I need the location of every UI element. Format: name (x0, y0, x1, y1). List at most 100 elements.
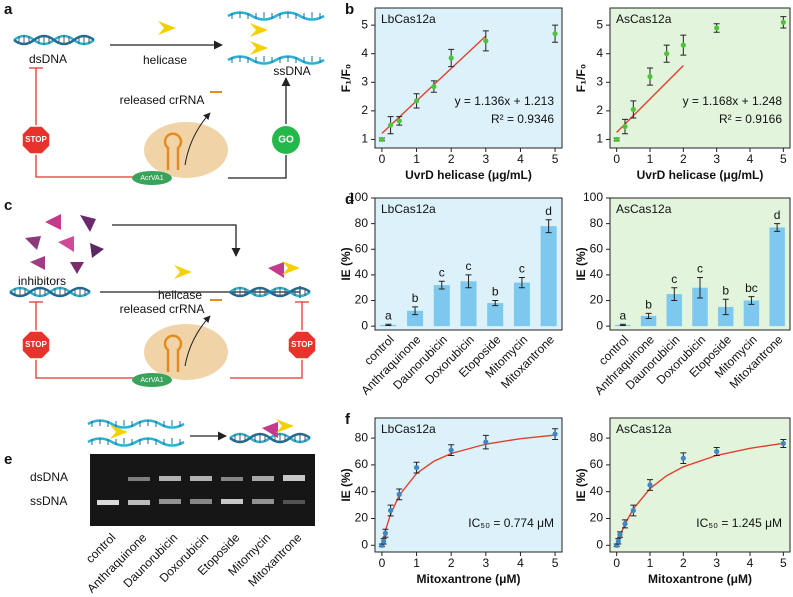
cell (142, 322, 230, 382)
x-tick-label: 0 (379, 556, 386, 570)
bar (666, 294, 682, 327)
y-tick-label: 2 (596, 103, 603, 117)
group-letter: a (620, 308, 627, 322)
gel (90, 454, 315, 526)
point (622, 123, 628, 130)
ssdna-icon (86, 436, 186, 447)
point (614, 136, 620, 143)
bar (407, 310, 424, 327)
x-axis-label: UvrD helicase (μg/mL) (637, 168, 764, 182)
x-tick-label: 2 (448, 556, 455, 570)
error-bar (748, 296, 755, 305)
chart-title: LbCas12a (381, 202, 436, 216)
x-tick-label: 4 (747, 556, 754, 570)
group-letter: c (439, 265, 445, 279)
point (630, 106, 636, 113)
x-tick-label: 1 (647, 152, 654, 166)
ssdna-icon (226, 10, 326, 21)
y-tick-label: 5 (596, 17, 603, 31)
x-tick-label: 2 (680, 556, 687, 570)
y-tick-label: 1 (361, 132, 368, 146)
helicase-icon (250, 23, 268, 37)
chart-title: AsCas12a (616, 422, 672, 436)
bar (460, 281, 477, 327)
y-tick-label: 80 (590, 430, 604, 444)
label: helicase (158, 288, 202, 302)
label: inhibitors (18, 274, 66, 288)
dsdna-icon (228, 431, 312, 445)
chart: AsCas12a IE (%) 0 20 40 60 80 0 1 2 3 4 5 Mitoxantron… (574, 417, 791, 586)
x-tick-label: 5 (780, 556, 787, 570)
error-bar (774, 223, 781, 232)
y-axis-label: F₁/F₀ (339, 64, 353, 92)
bar (718, 306, 734, 327)
annotation: IC₅₀ = 1.245 μM (696, 516, 782, 530)
acrva1-label: AcrVA1 (140, 377, 163, 384)
acrva1 (132, 171, 172, 185)
bar (692, 287, 708, 327)
error-bar (545, 219, 552, 234)
y-tick-label: 40 (590, 484, 604, 498)
error-bar (518, 276, 525, 289)
y-tick-label: 20 (590, 293, 604, 307)
y-tick-label: 60 (590, 457, 604, 471)
annotation: y = 1.168x + 1.248 (683, 94, 783, 108)
error-bar (645, 312, 652, 319)
annotation: R² = 0.9166 (719, 112, 782, 126)
group-letter: d (545, 204, 552, 218)
group-letter: b (645, 298, 652, 312)
panel-a: a dsDNA helicase ssDNA STOP released crR… (4, 1, 326, 185)
error-bar (412, 306, 419, 316)
group-letter: c (697, 262, 703, 276)
error-bar (385, 323, 392, 327)
point (413, 464, 420, 471)
bar (743, 300, 760, 327)
y-tick-label: 80 (355, 430, 369, 444)
x-tick-label: 2 (680, 152, 687, 166)
point (448, 55, 454, 61)
point (647, 73, 653, 80)
acrva1-label: AcrVA1 (140, 175, 163, 182)
gel-bands (97, 475, 305, 505)
y-tick-label: 100 (348, 190, 368, 204)
label: released crRNA (120, 93, 205, 107)
x-axis-label: UvrD helicase (μg/mL) (405, 168, 532, 182)
point (714, 448, 720, 455)
point (714, 25, 720, 31)
helicase-icon (276, 419, 294, 433)
go-text: GO (278, 135, 294, 146)
point (780, 440, 786, 447)
group-letter: d (774, 208, 781, 222)
point (680, 455, 686, 461)
acrva1 (132, 373, 172, 387)
y-tick-label: 0 (596, 318, 603, 332)
bar (513, 282, 530, 327)
point (780, 19, 786, 25)
error-bar (465, 274, 472, 289)
x-tick-label: 3 (713, 152, 720, 166)
group-letter: c (466, 259, 472, 273)
x-tick-label: 4 (517, 556, 524, 570)
x-axis-label: Mitoxantrone (μM) (417, 572, 521, 586)
dsdna-icon (8, 285, 92, 299)
y-tick-label: 100 (583, 190, 603, 204)
x-tick-label: 5 (780, 152, 787, 166)
bar (487, 303, 504, 327)
helicase-icon (174, 265, 192, 279)
y-axis-label: IE (%) (574, 247, 588, 280)
activate-line (228, 78, 286, 179)
point (630, 507, 636, 514)
point (381, 538, 387, 544)
error-bar (671, 287, 678, 302)
error-bar (438, 280, 445, 290)
y-tick-label: 40 (590, 267, 604, 281)
group-letter: b (412, 291, 419, 305)
y-tick-label: 60 (590, 241, 604, 255)
point (396, 118, 402, 124)
x-tick-label: 4 (747, 152, 754, 166)
ssdna-icon (86, 418, 186, 429)
error-bar (697, 276, 703, 299)
bar (540, 226, 557, 327)
